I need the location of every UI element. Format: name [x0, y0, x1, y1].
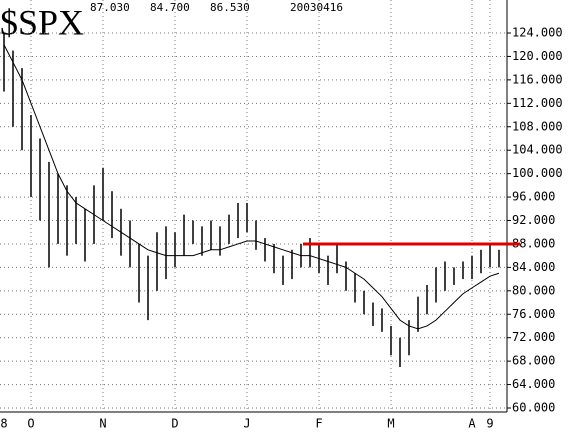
y-tick-label: 100.000 [512, 166, 563, 180]
x-tick-label: F [315, 417, 322, 431]
header-value: 87.030 [90, 1, 130, 14]
x-tick-label: O [27, 417, 34, 431]
y-tick-label: 104.000 [512, 143, 563, 157]
y-tick-label: 60.000 [512, 401, 555, 415]
y-tick-label: 88.000 [512, 236, 555, 250]
y-tick-label: 108.000 [512, 119, 563, 133]
y-tick-label: 64.000 [512, 377, 555, 391]
x-tick-label: A [468, 417, 476, 431]
header-value: 20030416 [290, 1, 343, 14]
chart-title: $SPX [0, 2, 84, 42]
y-tick-label: 68.000 [512, 354, 555, 368]
y-tick-label: 112.000 [512, 96, 563, 110]
y-tick-label: 84.000 [512, 260, 555, 274]
y-tick-label: 92.000 [512, 213, 555, 227]
x-tick-label: 9 [486, 417, 493, 431]
header-value: 84.700 [150, 1, 190, 14]
y-tick-label: 116.000 [512, 72, 563, 86]
y-tick-label: 120.000 [512, 49, 563, 63]
x-tick-label: D [171, 417, 178, 431]
y-tick-label: 124.000 [512, 26, 563, 40]
y-tick-label: 76.000 [512, 307, 555, 321]
x-tick-label: M [387, 417, 394, 431]
moving-average [3, 44, 500, 330]
y-tick-label: 96.000 [512, 190, 555, 204]
x-tick-label: J [243, 417, 250, 431]
header-value: 86.530 [210, 1, 250, 14]
x-tick-label: N [99, 417, 106, 431]
x-tick-label: 8 [0, 417, 7, 431]
y-tick-label: 80.000 [512, 283, 555, 297]
y-tick-label: 72.000 [512, 330, 555, 344]
